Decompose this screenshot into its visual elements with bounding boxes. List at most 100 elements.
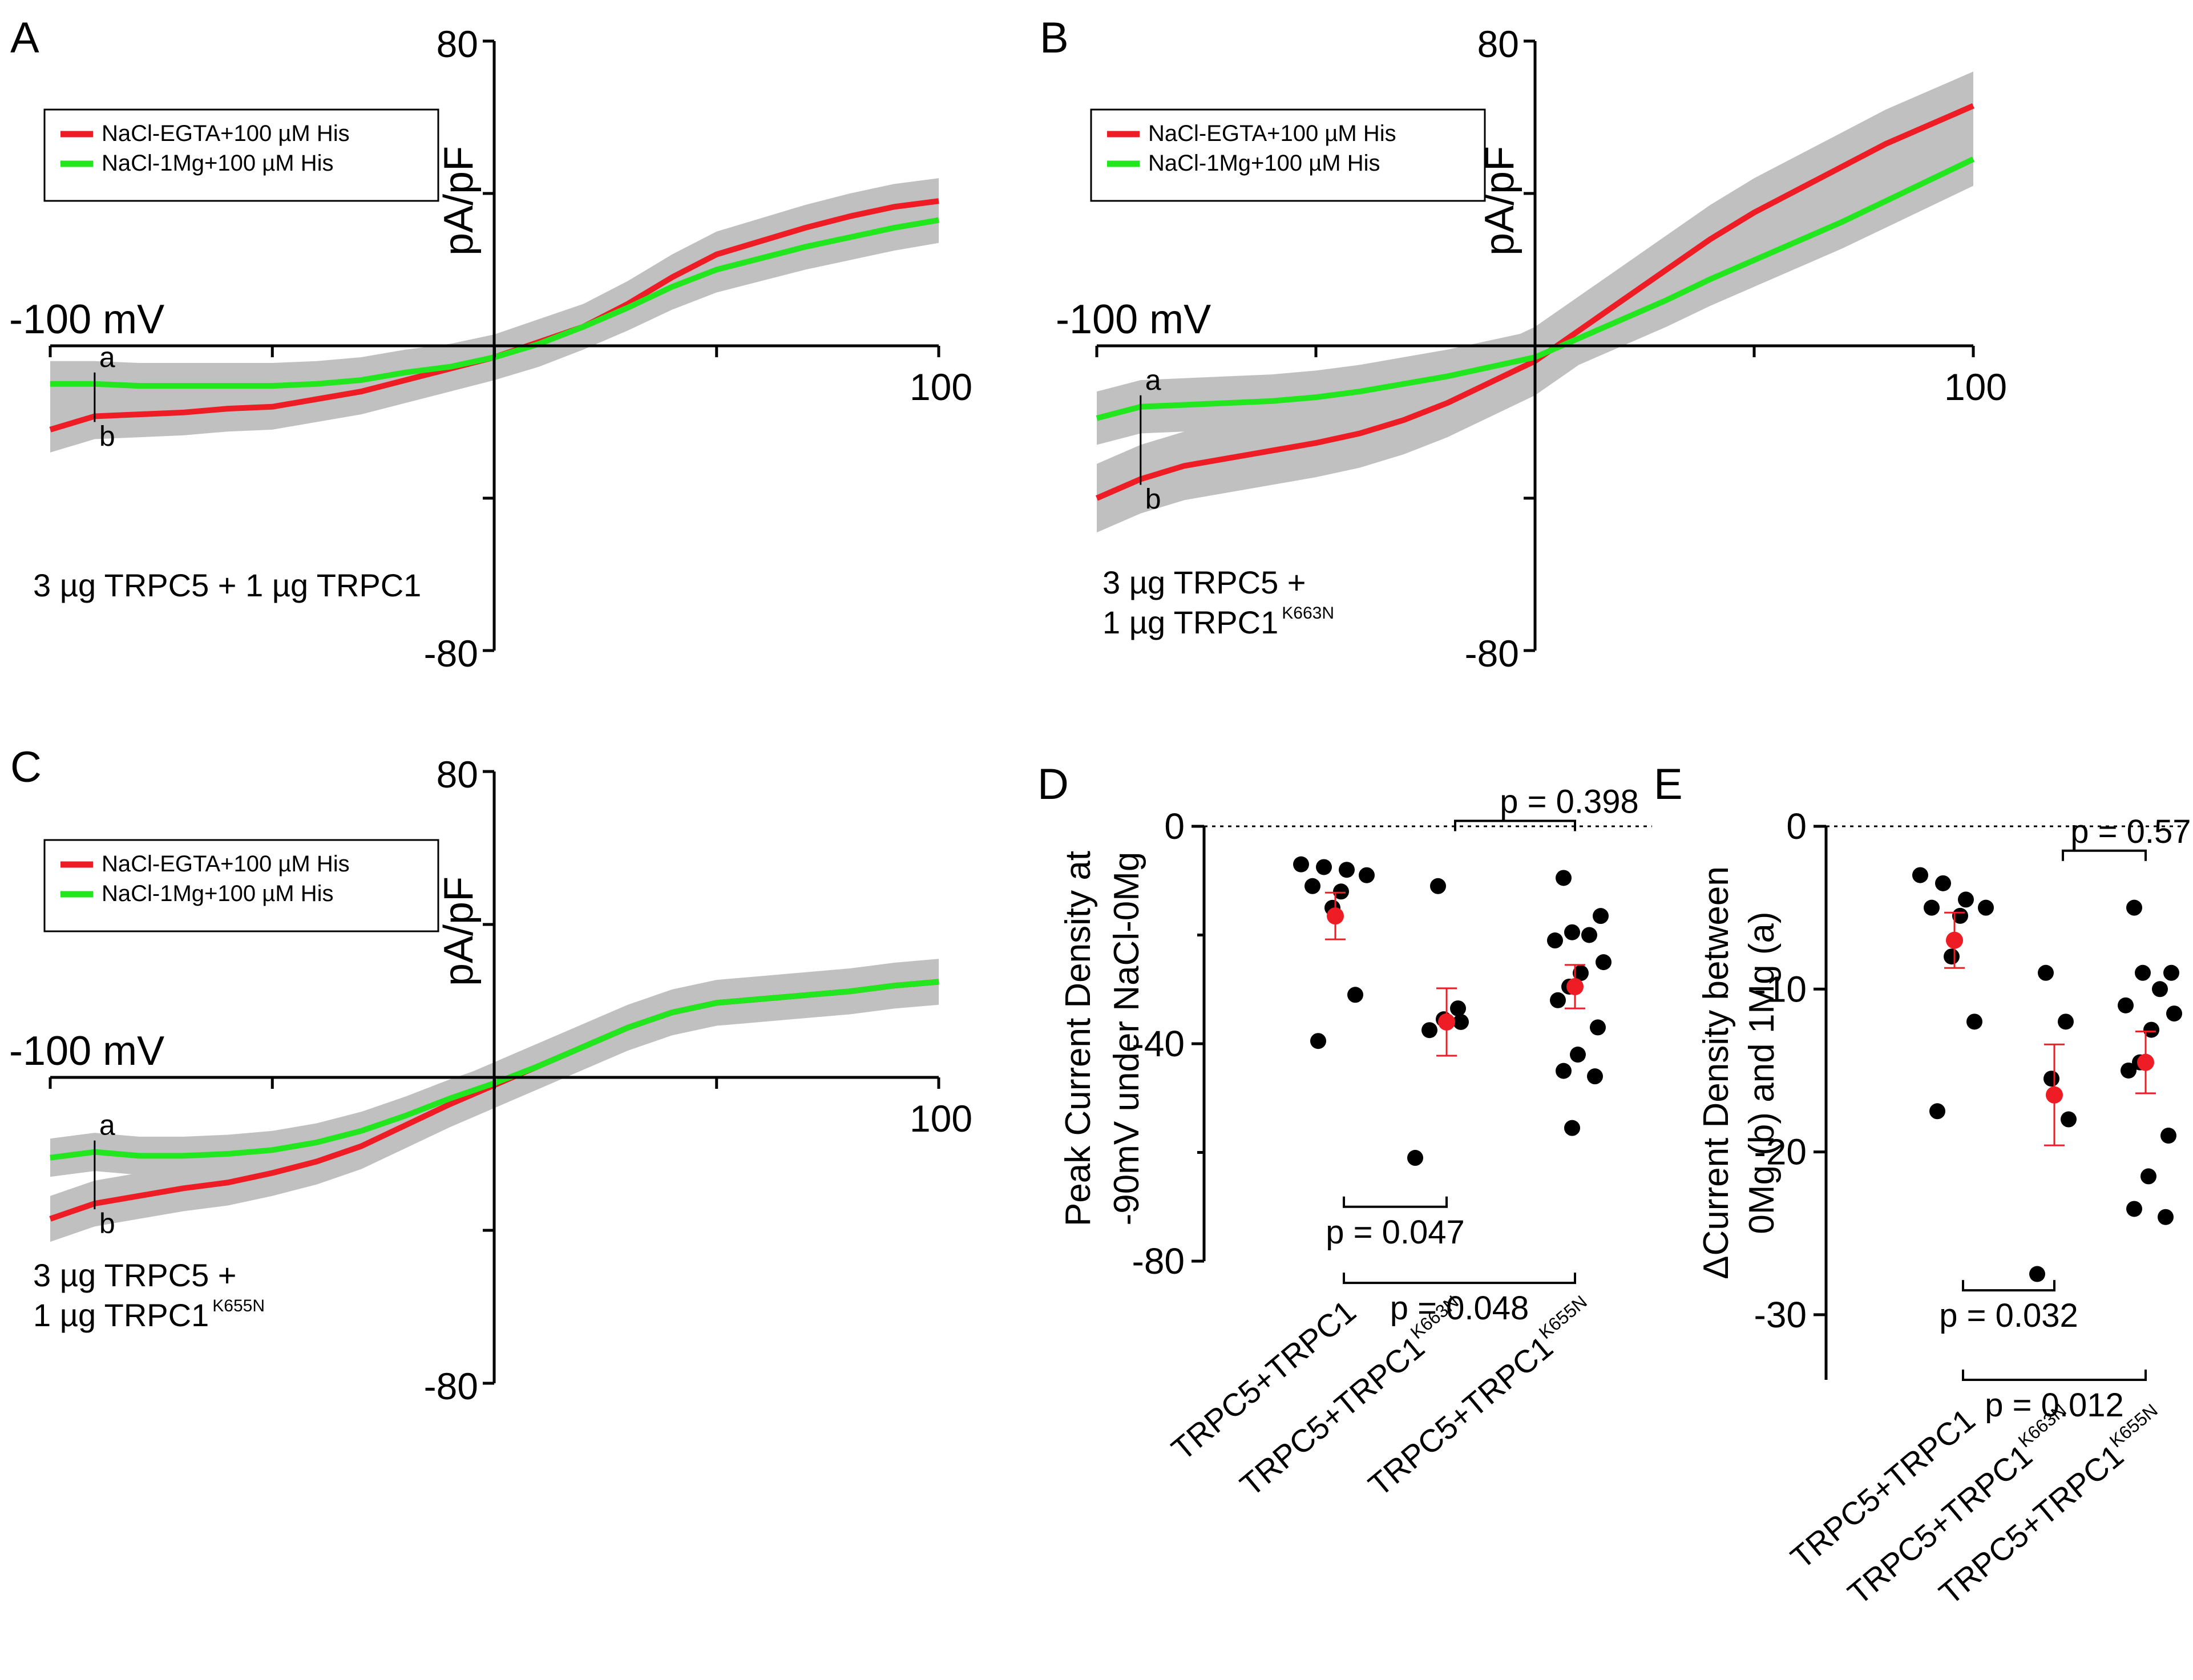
data-point bbox=[1570, 1047, 1586, 1063]
significance-bracket bbox=[1454, 819, 1576, 831]
data-point bbox=[1421, 1022, 1437, 1039]
p-value-label: p = 0.398 bbox=[1500, 783, 1639, 820]
y-axis-label-line2: 0Mg (b) and 1Mg (a) bbox=[1742, 911, 1782, 1234]
marker-a-label: a bbox=[99, 1109, 115, 1141]
data-point bbox=[1564, 924, 1580, 940]
y-axis-label: pA/pF bbox=[436, 146, 482, 256]
legend-label: NaCl-EGTA+100 µM His bbox=[1148, 121, 1396, 146]
data-point bbox=[1573, 965, 1589, 982]
legend-box bbox=[43, 108, 439, 202]
data-point bbox=[1929, 1103, 1945, 1120]
significance-bracket bbox=[1962, 1370, 2147, 1381]
data-point bbox=[2143, 1021, 2159, 1038]
data-point bbox=[1333, 883, 1349, 900]
dot-panel-e: E 0 -10 -20 -30 ΔCurrent Density between 0Mg (… bbox=[1654, 760, 2193, 1612]
annotation-superscript: K663N bbox=[1282, 604, 1334, 623]
marker-b-label: b bbox=[99, 420, 115, 452]
x-tick-label-text: TRPC5+TRPC1 bbox=[1165, 1293, 1363, 1467]
data-point bbox=[1316, 859, 1332, 875]
p-value-label: p = 0.047 bbox=[1326, 1214, 1465, 1251]
data-point bbox=[1912, 867, 1928, 883]
data-point bbox=[2160, 1128, 2176, 1144]
data-point bbox=[2038, 964, 2054, 981]
data-point bbox=[1339, 862, 1355, 878]
data-point bbox=[1958, 891, 1974, 908]
y-tick-label: -80 bbox=[424, 1365, 478, 1407]
data-point bbox=[1978, 899, 1994, 916]
y-tick-label: -20 bbox=[1754, 1132, 1807, 1173]
mean-point bbox=[1566, 978, 1584, 995]
sem-band-green bbox=[50, 197, 939, 409]
p-value-label: p = 0.048 bbox=[1390, 1290, 1529, 1327]
data-point bbox=[2121, 1062, 2137, 1079]
significance-bracket bbox=[1343, 1196, 1448, 1208]
p-value-label: p = 0.012 bbox=[1985, 1387, 2124, 1424]
panel-label: A bbox=[10, 14, 39, 62]
marker-b-label: b bbox=[99, 1208, 115, 1239]
x-tick-label: 100 bbox=[910, 1097, 972, 1140]
y-tick-label: 80 bbox=[437, 753, 478, 795]
data-point bbox=[1556, 1063, 1572, 1079]
data-point bbox=[1310, 1033, 1326, 1049]
mean-point bbox=[1327, 907, 1344, 925]
mean-point bbox=[1438, 1013, 1455, 1031]
data-point bbox=[2058, 1013, 2074, 1030]
dot-panel-d: D 0 -40 -80 Peak Current Density at -90mV und… bbox=[1037, 760, 1652, 1503]
data-point bbox=[1556, 870, 1572, 886]
x-tick-label: TRPC5+TRPC1 bbox=[1165, 1293, 1363, 1467]
y-tick-label: 0 bbox=[1786, 806, 1807, 847]
data-point bbox=[1547, 932, 1563, 949]
legend-label: NaCl-EGTA+100 µM His bbox=[102, 851, 350, 877]
data-point bbox=[2152, 981, 2168, 998]
legend-box bbox=[1090, 108, 1486, 202]
y-tick-label: -30 bbox=[1754, 1294, 1807, 1335]
data-point bbox=[1944, 948, 1960, 965]
significance-bracket bbox=[2062, 849, 2147, 861]
marker-a-label: a bbox=[99, 341, 115, 373]
panel-label: B bbox=[1040, 14, 1069, 62]
legend-label: NaCl-EGTA+100 µM His bbox=[102, 121, 350, 146]
x-tick-label: -100 mV bbox=[9, 297, 164, 342]
data-point bbox=[1407, 1150, 1423, 1166]
data-point bbox=[1359, 867, 1375, 883]
y-tick-label: -10 bbox=[1754, 968, 1807, 1009]
data-point bbox=[2135, 964, 2151, 981]
data-point bbox=[1305, 878, 1320, 894]
data-point bbox=[2163, 964, 2179, 981]
legend-label: NaCl-1Mg+100 µM His bbox=[102, 881, 334, 906]
y-tick-label: 0 bbox=[1164, 806, 1185, 847]
data-point bbox=[1924, 899, 1940, 916]
data-point bbox=[2029, 1266, 2045, 1282]
x-tick-label: -100 mV bbox=[9, 1028, 164, 1074]
y-tick-label: -80 bbox=[424, 632, 478, 675]
annotation-line2: 1 µg TRPC1 bbox=[1102, 604, 1278, 640]
data-point bbox=[1581, 927, 1597, 943]
annotation-line1: 3 µg TRPC5 + bbox=[1102, 564, 1306, 600]
x-tick-label: 100 bbox=[910, 366, 972, 408]
y-tick-label: 80 bbox=[1477, 23, 1519, 65]
category-superscript: K655N bbox=[1535, 1291, 1591, 1343]
iv-panel-c: C 80 -80 -100 mV 100 pA/pF NaCl-EGTA+100 µM Hi… bbox=[9, 743, 972, 1407]
y-tick-label: -80 bbox=[1465, 632, 1519, 675]
y-tick-label: -80 bbox=[1132, 1241, 1185, 1282]
y-axis-label-line2: -90mV under NaCl-0Mg bbox=[1107, 852, 1146, 1226]
category-name: TRPC5+TRPC1 bbox=[1165, 1293, 1363, 1467]
annotation-line1: 3 µg TRPC5 + bbox=[33, 1257, 237, 1293]
data-point bbox=[2061, 1111, 2077, 1128]
panel-label: D bbox=[1037, 760, 1069, 809]
data-point bbox=[1450, 1000, 1466, 1017]
data-point bbox=[2158, 1209, 2174, 1225]
p-value-label: p = 0.032 bbox=[1939, 1297, 2078, 1334]
data-point bbox=[2126, 1201, 2142, 1217]
x-tick-label: 100 bbox=[1944, 366, 2007, 408]
y-tick-label: -40 bbox=[1132, 1023, 1185, 1064]
data-point bbox=[1587, 1068, 1603, 1085]
data-point bbox=[2126, 899, 2142, 916]
panel-label: E bbox=[1654, 760, 1683, 809]
legend-label: NaCl-1Mg+100 µM His bbox=[102, 151, 334, 176]
data-point bbox=[1966, 1013, 1982, 1030]
marker-b-label: b bbox=[1145, 483, 1161, 515]
significance-bracket bbox=[1343, 1273, 1576, 1285]
